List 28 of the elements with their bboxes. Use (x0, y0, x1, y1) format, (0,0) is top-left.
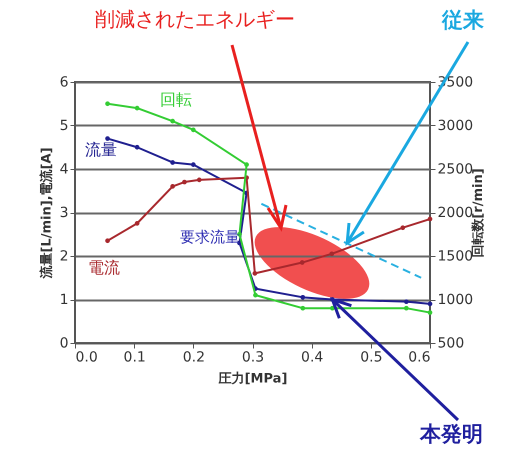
series-label: 流量 (85, 140, 117, 161)
y-tick-label: 0 (60, 336, 68, 352)
annotation: 従来 (442, 7, 484, 34)
text: 削減されたエネルギー (95, 6, 295, 33)
y-tick-label: 4 (60, 162, 69, 178)
y-tick-label: 6 (60, 74, 69, 90)
x-axis-title: 圧力[MPa] (218, 372, 288, 386)
y-tick-label: 1 (60, 292, 68, 308)
x-tick-label: 0.3 (242, 350, 264, 366)
series-label: 回転 (160, 90, 192, 111)
y-tick-label: 5 (60, 118, 68, 134)
annotation: 本発明 (420, 421, 483, 448)
y-tick-label: 3 (60, 205, 68, 221)
y2-tick-label: 2000 (438, 205, 474, 221)
y2-tick-label: 1000 (438, 292, 474, 308)
series-label: 電流 (88, 258, 120, 279)
y-axis-title: 流量[L/min],電流[A] (38, 147, 55, 280)
y2-tick-label: 500 (438, 336, 464, 352)
x-tick-label: 0.6 (408, 350, 431, 366)
x-tick-label: 0.1 (124, 350, 146, 366)
x-tick-label: 0.4 (301, 350, 324, 366)
x-tick-label: 0.2 (182, 350, 205, 366)
x-tick-label: 0.5 (360, 350, 382, 366)
x-tick-label: 0.0 (76, 350, 98, 366)
y2-tick-label: 3000 (438, 118, 474, 134)
y-tick-label: 2 (60, 248, 68, 264)
y2-axis-title: 回転数[r/min] (471, 168, 486, 258)
y2-tick-label: 2500 (438, 162, 474, 178)
